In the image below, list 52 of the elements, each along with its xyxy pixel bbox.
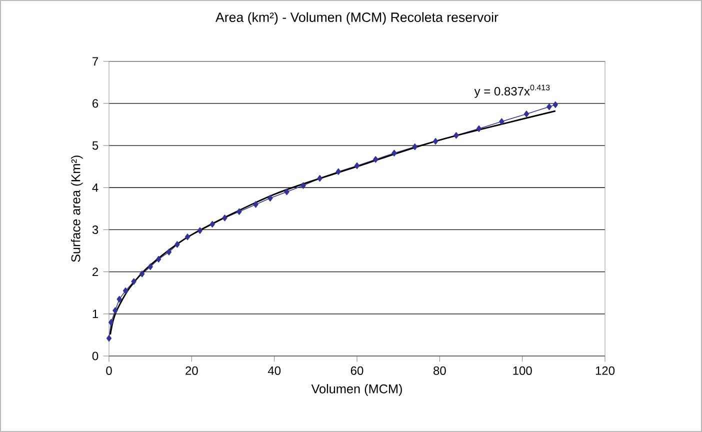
point <box>300 182 306 189</box>
y-tick-label: 4 <box>92 183 98 192</box>
point <box>354 162 360 170</box>
x-tick-label: 0 <box>106 366 112 375</box>
point <box>174 241 180 248</box>
y-tick-label: 0 <box>92 352 98 360</box>
point <box>454 132 459 139</box>
x-tick-label: 80 <box>434 366 446 375</box>
x-tick-label: 60 <box>350 366 364 375</box>
point <box>336 168 342 175</box>
point <box>197 227 203 234</box>
point <box>552 101 558 108</box>
x-tick-label: 100 <box>513 366 532 375</box>
point <box>546 103 552 110</box>
y-axis-title: Surface area (Km²) <box>70 156 83 262</box>
point <box>139 270 145 278</box>
point <box>392 150 397 156</box>
point <box>210 220 215 228</box>
point <box>122 287 128 294</box>
point <box>432 138 438 145</box>
point <box>412 143 418 150</box>
point <box>156 256 162 263</box>
point <box>524 110 530 118</box>
annotation: y = 0.837x$^{0.413}$ <box>474 84 550 98</box>
point <box>116 296 122 302</box>
x-tick-label: 20 <box>186 366 198 375</box>
point <box>106 334 112 342</box>
y-tick-label: 3 <box>92 225 98 234</box>
point <box>108 318 114 326</box>
point <box>131 278 136 285</box>
x-tick-label: 120 <box>596 366 615 375</box>
y-tick-label: 5 <box>92 141 98 150</box>
point <box>253 201 258 208</box>
point <box>284 188 290 196</box>
point <box>236 208 242 215</box>
x-tick-label: 40 <box>268 366 281 375</box>
y-tick-label: 6 <box>92 99 98 108</box>
point <box>148 263 153 270</box>
point <box>184 234 190 240</box>
x-axis-title: Volumen (MCM) <box>311 384 402 396</box>
y-tick-label: 7 <box>92 57 98 66</box>
point <box>499 118 504 125</box>
y-tick-label: 1 <box>92 310 98 318</box>
point <box>476 125 482 132</box>
chart-title: Area (km²) - Volumen (MCM) Recoleta reservoir <box>216 12 498 25</box>
point <box>222 214 228 222</box>
y-tick-label: 2 <box>92 268 98 276</box>
point <box>373 156 378 163</box>
point <box>112 307 118 314</box>
point <box>268 194 273 202</box>
point <box>166 248 172 256</box>
point <box>317 175 322 182</box>
